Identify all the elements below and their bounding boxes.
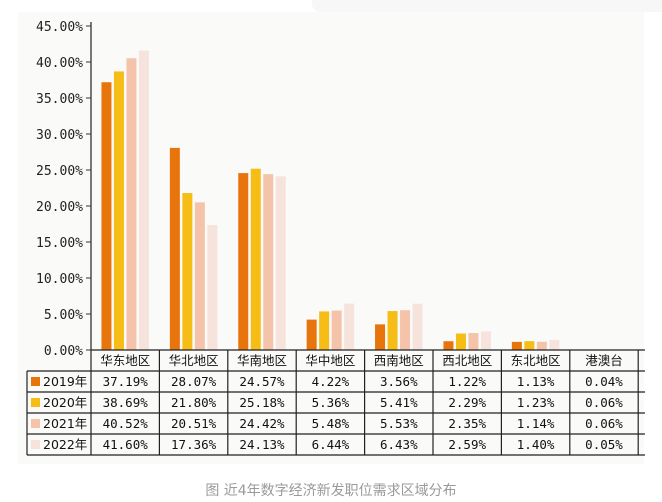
data-label: 24.57% — [239, 374, 285, 389]
data-label: 1.14% — [517, 416, 555, 431]
bar — [344, 303, 355, 350]
y-tick-label: 0.00% — [44, 344, 83, 359]
y-tick-label: 40.00% — [36, 56, 83, 71]
x-tick-label: 西北地区 — [442, 353, 492, 368]
bar — [194, 202, 205, 350]
bar — [319, 311, 330, 350]
bar — [480, 331, 491, 350]
data-label: 6.44% — [312, 437, 350, 452]
bar — [113, 71, 124, 350]
data-label: 5.53% — [380, 416, 418, 431]
bar — [101, 82, 112, 351]
bar — [182, 193, 193, 350]
bar — [468, 333, 479, 350]
legend-label: 2020年 — [43, 395, 87, 410]
data-label: 1.22% — [448, 374, 486, 389]
data-label: 41.60% — [103, 437, 149, 452]
data-label: 0.05% — [585, 437, 623, 452]
data-label: 5.36% — [312, 395, 350, 410]
data-label: 1.40% — [517, 437, 555, 452]
bar — [524, 341, 535, 350]
bar — [126, 58, 137, 350]
legend-swatch — [31, 419, 40, 428]
x-tick-label: 港澳台 — [585, 353, 623, 368]
data-label: 40.52% — [103, 416, 149, 431]
data-label: 0.04% — [585, 374, 623, 389]
data-label: 0.06% — [585, 395, 623, 410]
bar — [169, 147, 180, 350]
data-label: 2.35% — [448, 416, 486, 431]
data-label: 1.13% — [517, 374, 555, 389]
bar — [138, 50, 149, 350]
bar — [412, 303, 423, 350]
x-tick-label: 华中地区 — [305, 353, 355, 368]
bar — [263, 174, 274, 350]
data-label: 4.22% — [312, 374, 350, 389]
bar — [455, 333, 466, 350]
data-label: 17.36% — [171, 437, 217, 452]
x-tick-label: 东北地区 — [511, 353, 561, 368]
legend-swatch — [31, 398, 40, 407]
data-label: 24.42% — [239, 416, 285, 431]
legend-swatch — [31, 440, 40, 449]
data-label: 2.29% — [448, 395, 486, 410]
y-tick-label: 15.00% — [36, 236, 83, 251]
bar — [306, 319, 317, 350]
data-label: 5.48% — [312, 416, 350, 431]
y-tick-label: 45.00% — [36, 20, 83, 35]
bar — [400, 310, 411, 350]
data-label: 25.18% — [239, 395, 285, 410]
data-label: 1.23% — [517, 395, 555, 410]
bar — [375, 324, 386, 350]
bar — [238, 173, 249, 350]
bar — [443, 341, 454, 350]
legend-swatch — [31, 377, 40, 386]
bar — [275, 176, 286, 350]
y-tick-label: 5.00% — [44, 308, 83, 323]
legend-label: 2021年 — [43, 416, 87, 431]
x-tick-label: 华南地区 — [237, 353, 287, 368]
x-tick-label: 华北地区 — [169, 353, 219, 368]
bar — [331, 310, 342, 350]
data-label: 20.51% — [171, 416, 217, 431]
bar — [207, 225, 218, 350]
bar — [250, 168, 261, 350]
data-label: 38.69% — [103, 395, 149, 410]
y-tick-label: 20.00% — [36, 200, 83, 215]
y-tick-label: 35.00% — [36, 92, 83, 107]
top-toolbar-strip — [312, 0, 662, 12]
x-tick-label: 西南地区 — [374, 353, 424, 368]
data-label: 0.06% — [585, 416, 623, 431]
legend-label: 2022年 — [43, 437, 87, 452]
data-label: 21.80% — [171, 395, 217, 410]
data-label: 5.41% — [380, 395, 418, 410]
y-tick-label: 25.00% — [36, 164, 83, 179]
data-label: 28.07% — [171, 374, 217, 389]
data-label: 37.19% — [103, 374, 149, 389]
bar — [536, 341, 547, 350]
data-label: 24.13% — [239, 437, 285, 452]
legend-label: 2019年 — [43, 374, 87, 389]
figure-caption: 图 近4年数字经济新发职位需求区域分布 — [205, 483, 457, 499]
y-tick-label: 10.00% — [36, 272, 83, 287]
bar — [511, 341, 522, 350]
data-label: 3.56% — [380, 374, 418, 389]
data-label: 6.43% — [380, 437, 418, 452]
bar — [387, 311, 398, 350]
y-tick-label: 30.00% — [36, 128, 83, 143]
bar — [549, 339, 560, 350]
data-label: 2.59% — [448, 437, 486, 452]
x-tick-label: 华东地区 — [100, 353, 150, 368]
